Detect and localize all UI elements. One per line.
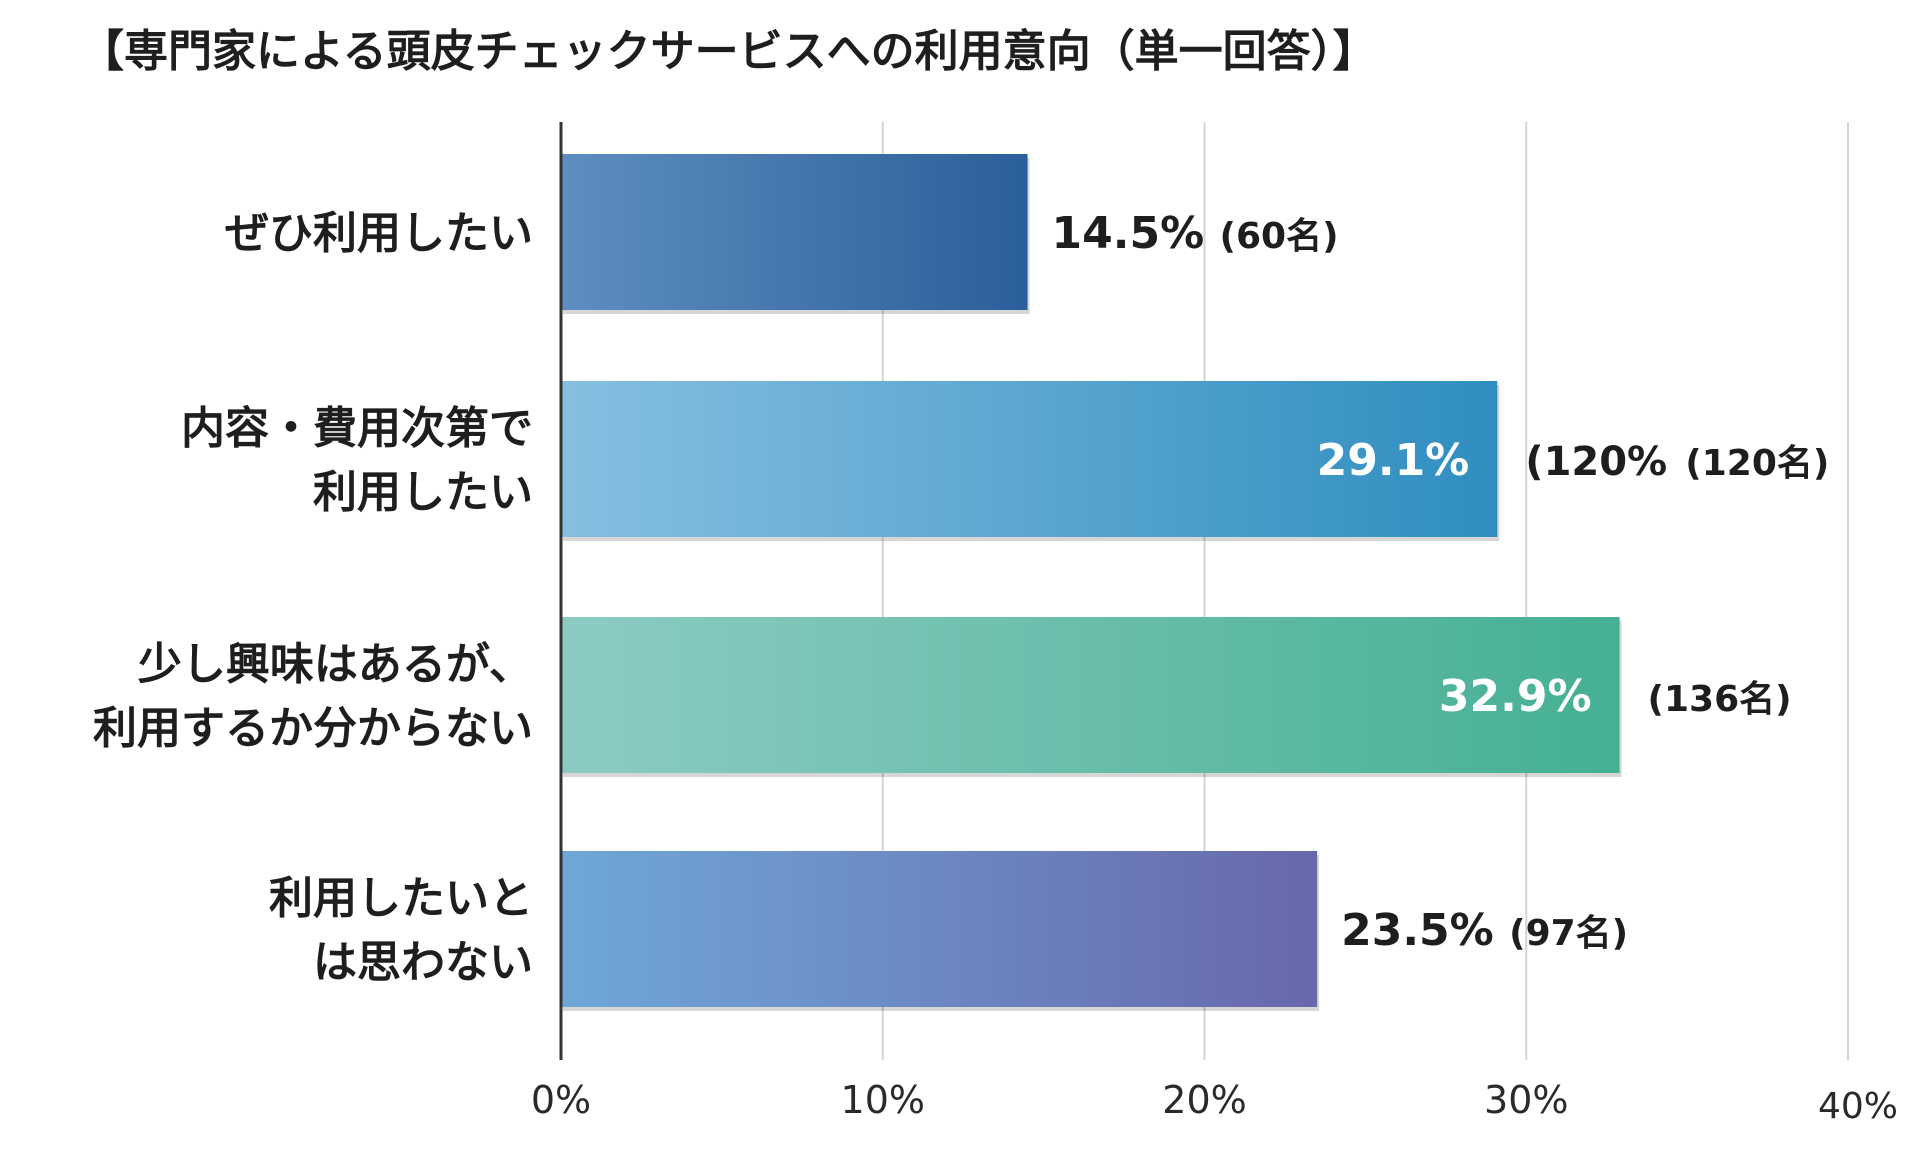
bar xyxy=(561,617,1620,773)
value-label: 14.5% xyxy=(1052,208,1205,259)
x-tick-label: 40% xyxy=(1818,1086,1898,1127)
bar xyxy=(561,381,1498,537)
value-labels: 14.5% (60名) 29.1% (120% (120名) 32.9% (136名) 23.… xyxy=(1052,208,1830,956)
x-tick-label: 30% xyxy=(1484,1078,1568,1122)
category-label: は思わない xyxy=(313,937,533,988)
x-tick-labels: 0% 10% 20% 30% 40% xyxy=(531,1078,1898,1127)
category-labels: ぜひ利用したい内容・費用次第で利用したい少し興味はあるが、利用するか分からない利… xyxy=(93,208,533,988)
category-label: 内容・費用次第で xyxy=(181,403,533,454)
x-tick-label: 0% xyxy=(531,1078,591,1122)
value-label: 32.9% xyxy=(1439,671,1592,722)
value-label: 23.5% xyxy=(1341,905,1494,956)
x-tick-label: 20% xyxy=(1162,1078,1246,1122)
category-label: 少し興味はあるが、 xyxy=(138,639,533,690)
count-label: (136名) xyxy=(1648,679,1792,720)
count-label: (97名) xyxy=(1509,913,1628,954)
count-label: (60名) xyxy=(1220,216,1339,257)
x-tick-label: 10% xyxy=(841,1078,925,1122)
category-label: 利用したいと xyxy=(269,873,533,924)
extra-label: (120% xyxy=(1525,439,1667,485)
value-label: 29.1% xyxy=(1317,435,1470,486)
count-label: (120名) xyxy=(1685,443,1829,484)
bar-layer xyxy=(561,154,1622,1011)
category-label: 利用したい xyxy=(313,467,533,518)
bar xyxy=(561,154,1028,310)
category-label: ぜひ利用したい xyxy=(225,208,533,259)
chart-title: 【専門家による頭皮チェックサービスへの利用意向（単一回答）】 xyxy=(80,26,1377,77)
bar xyxy=(561,851,1318,1007)
category-label: 利用するか分からない xyxy=(93,703,533,754)
